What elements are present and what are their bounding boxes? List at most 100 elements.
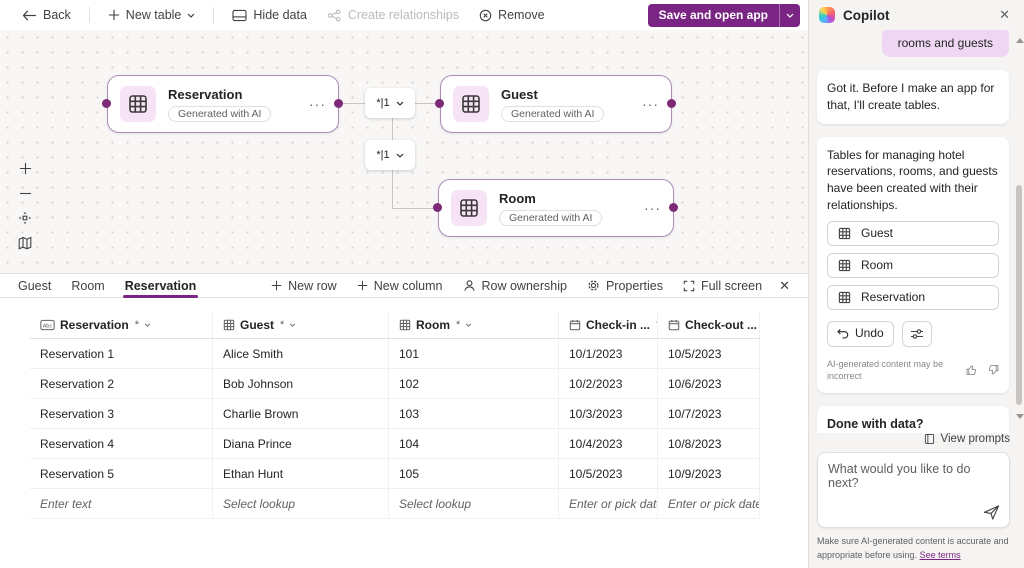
thumbs-down-icon[interactable] (987, 364, 999, 376)
entry-cell-text[interactable]: Enter text (30, 489, 213, 519)
erd-canvas[interactable]: Reservation Generated with AI ··· Guest … (0, 30, 808, 273)
hide-data-button[interactable]: Hide data (224, 5, 315, 25)
tab-reservation[interactable]: Reservation (115, 274, 207, 298)
cell[interactable]: 10/5/2023 (559, 459, 658, 489)
cell[interactable]: 10/3/2023 (559, 399, 658, 429)
tab-room[interactable]: Room (61, 274, 114, 297)
row-ownership-button[interactable]: Row ownership (454, 277, 576, 295)
cell[interactable]: Diana Prince (213, 429, 389, 459)
view-prompts-button[interactable]: View prompts (817, 433, 1010, 445)
entry-cell-lookup[interactable]: Select lookup (213, 489, 389, 519)
entity-card-guest[interactable]: Guest Generated with AI ··· (440, 75, 672, 133)
undo-button[interactable]: Undo (827, 320, 894, 347)
table-row[interactable]: Reservation 3 Charlie Brown 103 10/3/202… (30, 399, 760, 429)
back-button[interactable]: Back (14, 5, 79, 25)
cell[interactable]: 103 (389, 399, 559, 429)
entity-card-room[interactable]: Room Generated with AI ··· (438, 179, 674, 237)
cell[interactable]: 10/6/2023 (658, 369, 760, 399)
entity-card-reservation[interactable]: Reservation Generated with AI ··· (107, 75, 339, 133)
close-data-panel-button[interactable]: ✕ (779, 277, 790, 293)
column-header-guest[interactable]: Guest * (213, 311, 389, 339)
table-button-room[interactable]: Room (827, 252, 999, 278)
port-guest-right[interactable] (667, 99, 676, 108)
undo-label: Undo (855, 326, 884, 341)
adjust-sliders-button[interactable] (901, 320, 932, 347)
cell[interactable]: 101 (389, 339, 559, 369)
properties-button[interactable]: Properties (578, 277, 672, 295)
new-table-button[interactable]: New table (100, 5, 204, 25)
cell[interactable]: Alice Smith (213, 339, 389, 369)
thumbs-up-icon[interactable] (966, 364, 978, 376)
new-column-button[interactable]: New column (348, 277, 452, 295)
copilot-input-field[interactable] (818, 453, 1009, 505)
scrollbar-up-arrow[interactable] (1016, 38, 1024, 43)
copilot-close-icon[interactable]: ✕ (999, 7, 1010, 22)
column-header-checkin[interactable]: Check-in ... * (559, 311, 658, 339)
cell[interactable]: Reservation 5 (30, 459, 213, 489)
scrollbar-thumb[interactable] (1016, 185, 1022, 405)
zoom-out-button[interactable] (16, 185, 34, 201)
cell[interactable]: 10/9/2023 (658, 459, 760, 489)
cell[interactable]: Reservation 2 (30, 369, 213, 399)
create-relationships-button[interactable]: Create relationships (319, 5, 467, 25)
cell[interactable]: 10/4/2023 (559, 429, 658, 459)
save-and-open-app-label[interactable]: Save and open app (658, 8, 768, 22)
port-reservation-right[interactable] (334, 99, 343, 108)
view-prompts-label: View prompts (940, 433, 1010, 445)
column-header-checkout[interactable]: Check-out ... * (658, 311, 760, 339)
full-screen-button[interactable]: Full screen (674, 277, 771, 295)
entry-cell-date[interactable]: Enter or pick date (658, 489, 760, 519)
see-terms-link[interactable]: See terms (919, 549, 961, 560)
entity-name: Reservation (168, 86, 243, 102)
done-with-data-card: Done with data? Save and open app (817, 405, 1009, 433)
cell[interactable]: 10/2/2023 (559, 369, 658, 399)
port-guest-left[interactable] (435, 99, 444, 108)
copilot-input-box[interactable] (817, 452, 1010, 528)
send-icon[interactable] (983, 505, 1000, 520)
relationship-chip-guest[interactable]: *|1 (365, 88, 415, 118)
entity-more-button[interactable]: ··· (309, 96, 326, 112)
table-row[interactable]: Reservation 2 Bob Johnson 102 10/2/2023 … (30, 369, 760, 399)
cell[interactable]: 104 (389, 429, 559, 459)
relationship-chip-room[interactable]: *|1 (365, 140, 415, 170)
port-room-left[interactable] (433, 203, 442, 212)
new-row-button[interactable]: New row (262, 277, 346, 295)
cell[interactable]: 10/7/2023 (658, 399, 760, 429)
zoom-in-button[interactable] (16, 160, 34, 176)
cell[interactable]: Reservation 1 (30, 339, 213, 369)
cell[interactable]: 10/8/2023 (658, 429, 760, 459)
port-room-right[interactable] (669, 203, 678, 212)
cell[interactable]: 10/1/2023 (559, 339, 658, 369)
remove-button[interactable]: Remove (471, 5, 553, 25)
column-header-reservation[interactable]: Abc Reservation * (30, 311, 213, 339)
cell[interactable]: Reservation 3 (30, 399, 213, 429)
save-split-chevron[interactable] (779, 3, 800, 27)
cell[interactable]: Reservation 4 (30, 429, 213, 459)
cell[interactable]: Ethan Hunt (213, 459, 389, 489)
entity-more-button[interactable]: ··· (642, 96, 659, 112)
chevron-down-icon (289, 322, 296, 327)
entry-cell-date[interactable]: Enter or pick date (559, 489, 658, 519)
table-button-guest[interactable]: Guest (827, 220, 999, 246)
copilot-logo-icon (819, 7, 835, 23)
cell[interactable]: Charlie Brown (213, 399, 389, 429)
tab-guest[interactable]: Guest (8, 274, 61, 297)
port-reservation-left[interactable] (102, 99, 111, 108)
table-row[interactable]: Reservation 1 Alice Smith 101 10/1/2023 … (30, 339, 760, 369)
scrollbar-down-arrow[interactable] (1016, 414, 1024, 419)
cell[interactable]: Bob Johnson (213, 369, 389, 399)
entry-cell-lookup[interactable]: Select lookup (389, 489, 559, 519)
table-row[interactable]: Reservation 5 Ethan Hunt 105 10/5/2023 1… (30, 459, 760, 489)
minimap-icon[interactable] (16, 235, 34, 251)
column-header-room[interactable]: Room * (389, 311, 559, 339)
save-and-open-app-button[interactable]: Save and open app (647, 3, 800, 27)
table-entry-row[interactable]: Enter text Select lookup Select lookup E… (30, 489, 760, 519)
required-asterisk: * (134, 318, 139, 331)
table-button-reservation[interactable]: Reservation (827, 284, 999, 310)
table-row[interactable]: Reservation 4 Diana Prince 104 10/4/2023… (30, 429, 760, 459)
fit-view-icon[interactable] (16, 210, 34, 226)
cell[interactable]: 102 (389, 369, 559, 399)
cell[interactable]: 105 (389, 459, 559, 489)
cell[interactable]: 10/5/2023 (658, 339, 760, 369)
entity-more-button[interactable]: ··· (644, 200, 661, 216)
